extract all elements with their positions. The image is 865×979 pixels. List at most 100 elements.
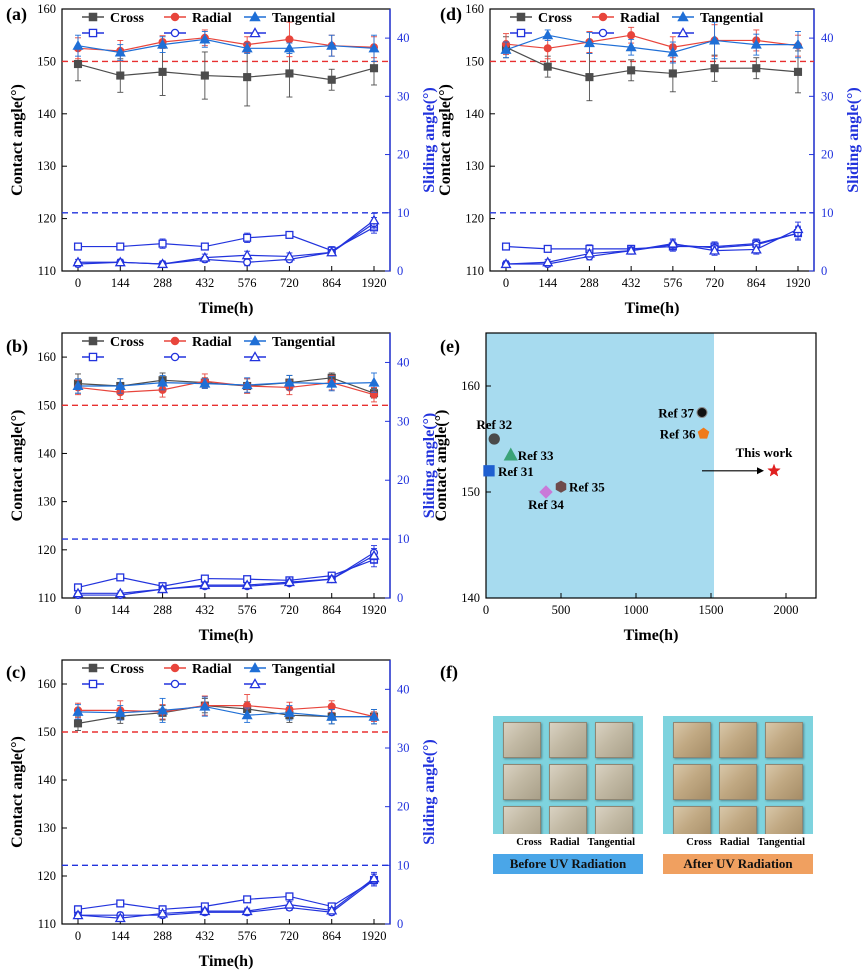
- photo-after-uv: Cross Radial Tangential After UV Radiati…: [663, 716, 813, 874]
- x-tick-label: 1920: [362, 929, 387, 943]
- legend-label-tangential: Tangential: [272, 11, 335, 26]
- legend-marker-cross: [88, 12, 98, 22]
- contact-point-tangential: [542, 29, 554, 40]
- y2-tick-label: 0: [397, 917, 403, 931]
- contact-point-tangential: [283, 42, 295, 53]
- wood-cube: [595, 764, 633, 800]
- plot-frame: [61, 8, 391, 272]
- x-axis-title: Time(h): [625, 300, 680, 317]
- x-tick-label: 2000: [774, 603, 799, 617]
- y2-tick-label: 30: [397, 741, 410, 755]
- x-tick-label: 0: [75, 276, 81, 290]
- sliding-point-tangential: [283, 250, 295, 261]
- caption-cross: Cross: [516, 837, 542, 848]
- wood-cube: [719, 722, 757, 758]
- legend-marker-radial: [598, 12, 608, 22]
- legend-marker-sliding-tangential: [249, 351, 261, 362]
- x-tick-label: 144: [538, 276, 558, 290]
- y2-tick-label: 20: [397, 148, 410, 162]
- plot-frame: [61, 659, 391, 925]
- x-tick-label: 576: [238, 276, 257, 290]
- sliding-point-tangential: [709, 244, 721, 255]
- legend-marker-cross: [88, 336, 98, 346]
- y2-tick-label: 40: [397, 682, 410, 696]
- sliding-line-tangential: [77, 877, 375, 919]
- wood-cube: [595, 722, 633, 758]
- x-tick-label: 144: [111, 276, 131, 290]
- y-tick-label: 160: [461, 379, 480, 393]
- sliding-point-cross: [116, 899, 125, 908]
- wood-cube: [503, 722, 541, 758]
- contact-point-tangential: [326, 710, 338, 721]
- sliding-line-cross: [77, 879, 375, 910]
- y2-tick-label: 10: [821, 206, 834, 220]
- panel-label-f: (f): [440, 662, 458, 682]
- sliding-point-tangential: [326, 246, 338, 257]
- sliding-point-tangential: [368, 549, 380, 560]
- y2-tick-label: 30: [821, 89, 834, 103]
- contact-point-tangential: [72, 39, 84, 50]
- x-tick-label: 432: [195, 603, 214, 617]
- x-axis-title: Time(h): [199, 300, 254, 317]
- contact-point-cross: [116, 71, 125, 80]
- legend-marker-tangential: [677, 11, 689, 22]
- contact-point-tangential: [241, 42, 253, 53]
- x-tick-label: 720: [705, 276, 724, 290]
- contact-point-tangential: [199, 33, 211, 44]
- label-ref-35: Ref 35: [569, 480, 605, 495]
- panel-c: 110 120 130 140 150 160 0 10 20 30 40 0 144 288 432 576…: [6, 659, 438, 970]
- sliding-point-tangential: [368, 214, 380, 225]
- legend-marker-sliding-cross: [516, 28, 526, 38]
- y-tick-label: 140: [465, 107, 484, 121]
- y2-tick-label: 40: [821, 31, 834, 45]
- legend-marker-tangential: [249, 11, 261, 22]
- contact-point-tangential: [283, 707, 295, 717]
- y2-tick-label: 20: [397, 800, 410, 814]
- y-tick-label: 110: [38, 264, 56, 278]
- sliding-point-tangential: [667, 237, 679, 248]
- contact-point-tangential: [326, 39, 338, 50]
- legend-marker-radial: [170, 336, 180, 346]
- wood-cube: [765, 764, 803, 800]
- sliding-point-tangential: [72, 909, 84, 920]
- sliding-point-tangential: [72, 256, 84, 267]
- point-ref-34: [539, 485, 553, 499]
- contact-point-cross: [752, 64, 761, 73]
- y-axis-title: Contact angle(°): [9, 736, 26, 848]
- contact-point-tangential: [72, 706, 84, 716]
- sliding-line-radial: [78, 879, 375, 916]
- x-tick-label: 864: [322, 276, 342, 290]
- sliding-point-tangential: [199, 251, 211, 262]
- sliding-point-tangential: [114, 587, 126, 598]
- sliding-point-cross: [501, 242, 511, 251]
- legend-label-cross: Cross: [110, 335, 145, 350]
- legend-marker-sliding-radial: [170, 352, 180, 362]
- x-tick-label: 1920: [786, 276, 811, 290]
- y2-tick-label: 10: [397, 206, 410, 220]
- contact-point-radial: [627, 31, 636, 40]
- plot-frame: [61, 332, 391, 599]
- wood-cube: [549, 722, 587, 758]
- photo-caption-row: Cross Radial Tangential: [493, 834, 643, 852]
- x-tick-label: 432: [195, 929, 214, 943]
- legend-marker-sliding-radial: [170, 679, 180, 689]
- panel-label: (a): [6, 4, 27, 25]
- contact-point-tangential: [583, 37, 595, 48]
- y2-axis-title: Sliding angle(°): [845, 87, 862, 193]
- x-tick-label: 1500: [699, 603, 724, 617]
- caption-tangential: Tangential: [587, 837, 635, 848]
- x-tick-label: 720: [280, 603, 299, 617]
- sliding-point-tangential: [114, 912, 126, 923]
- legend-marker-sliding-radial: [598, 28, 608, 38]
- panel-e: 140 150 160 0 500 1000 1500 2000 Ref 31 Ref 32 Ref…: [433, 332, 817, 644]
- point-ref-31: [483, 465, 495, 477]
- panel-b: 110 120 130 140 150 160 0 10 20 30 40 0 144 288 432 576…: [6, 332, 438, 644]
- sliding-line-cross: [78, 226, 375, 252]
- legend-label-tangential: Tangential: [272, 662, 335, 677]
- sliding-point-radial: [243, 258, 252, 267]
- label-ref-32: Ref 32: [476, 417, 512, 432]
- contact-point-tangential: [157, 38, 169, 49]
- y2-tick-label: 20: [397, 473, 410, 487]
- x-tick-label: 288: [580, 276, 599, 290]
